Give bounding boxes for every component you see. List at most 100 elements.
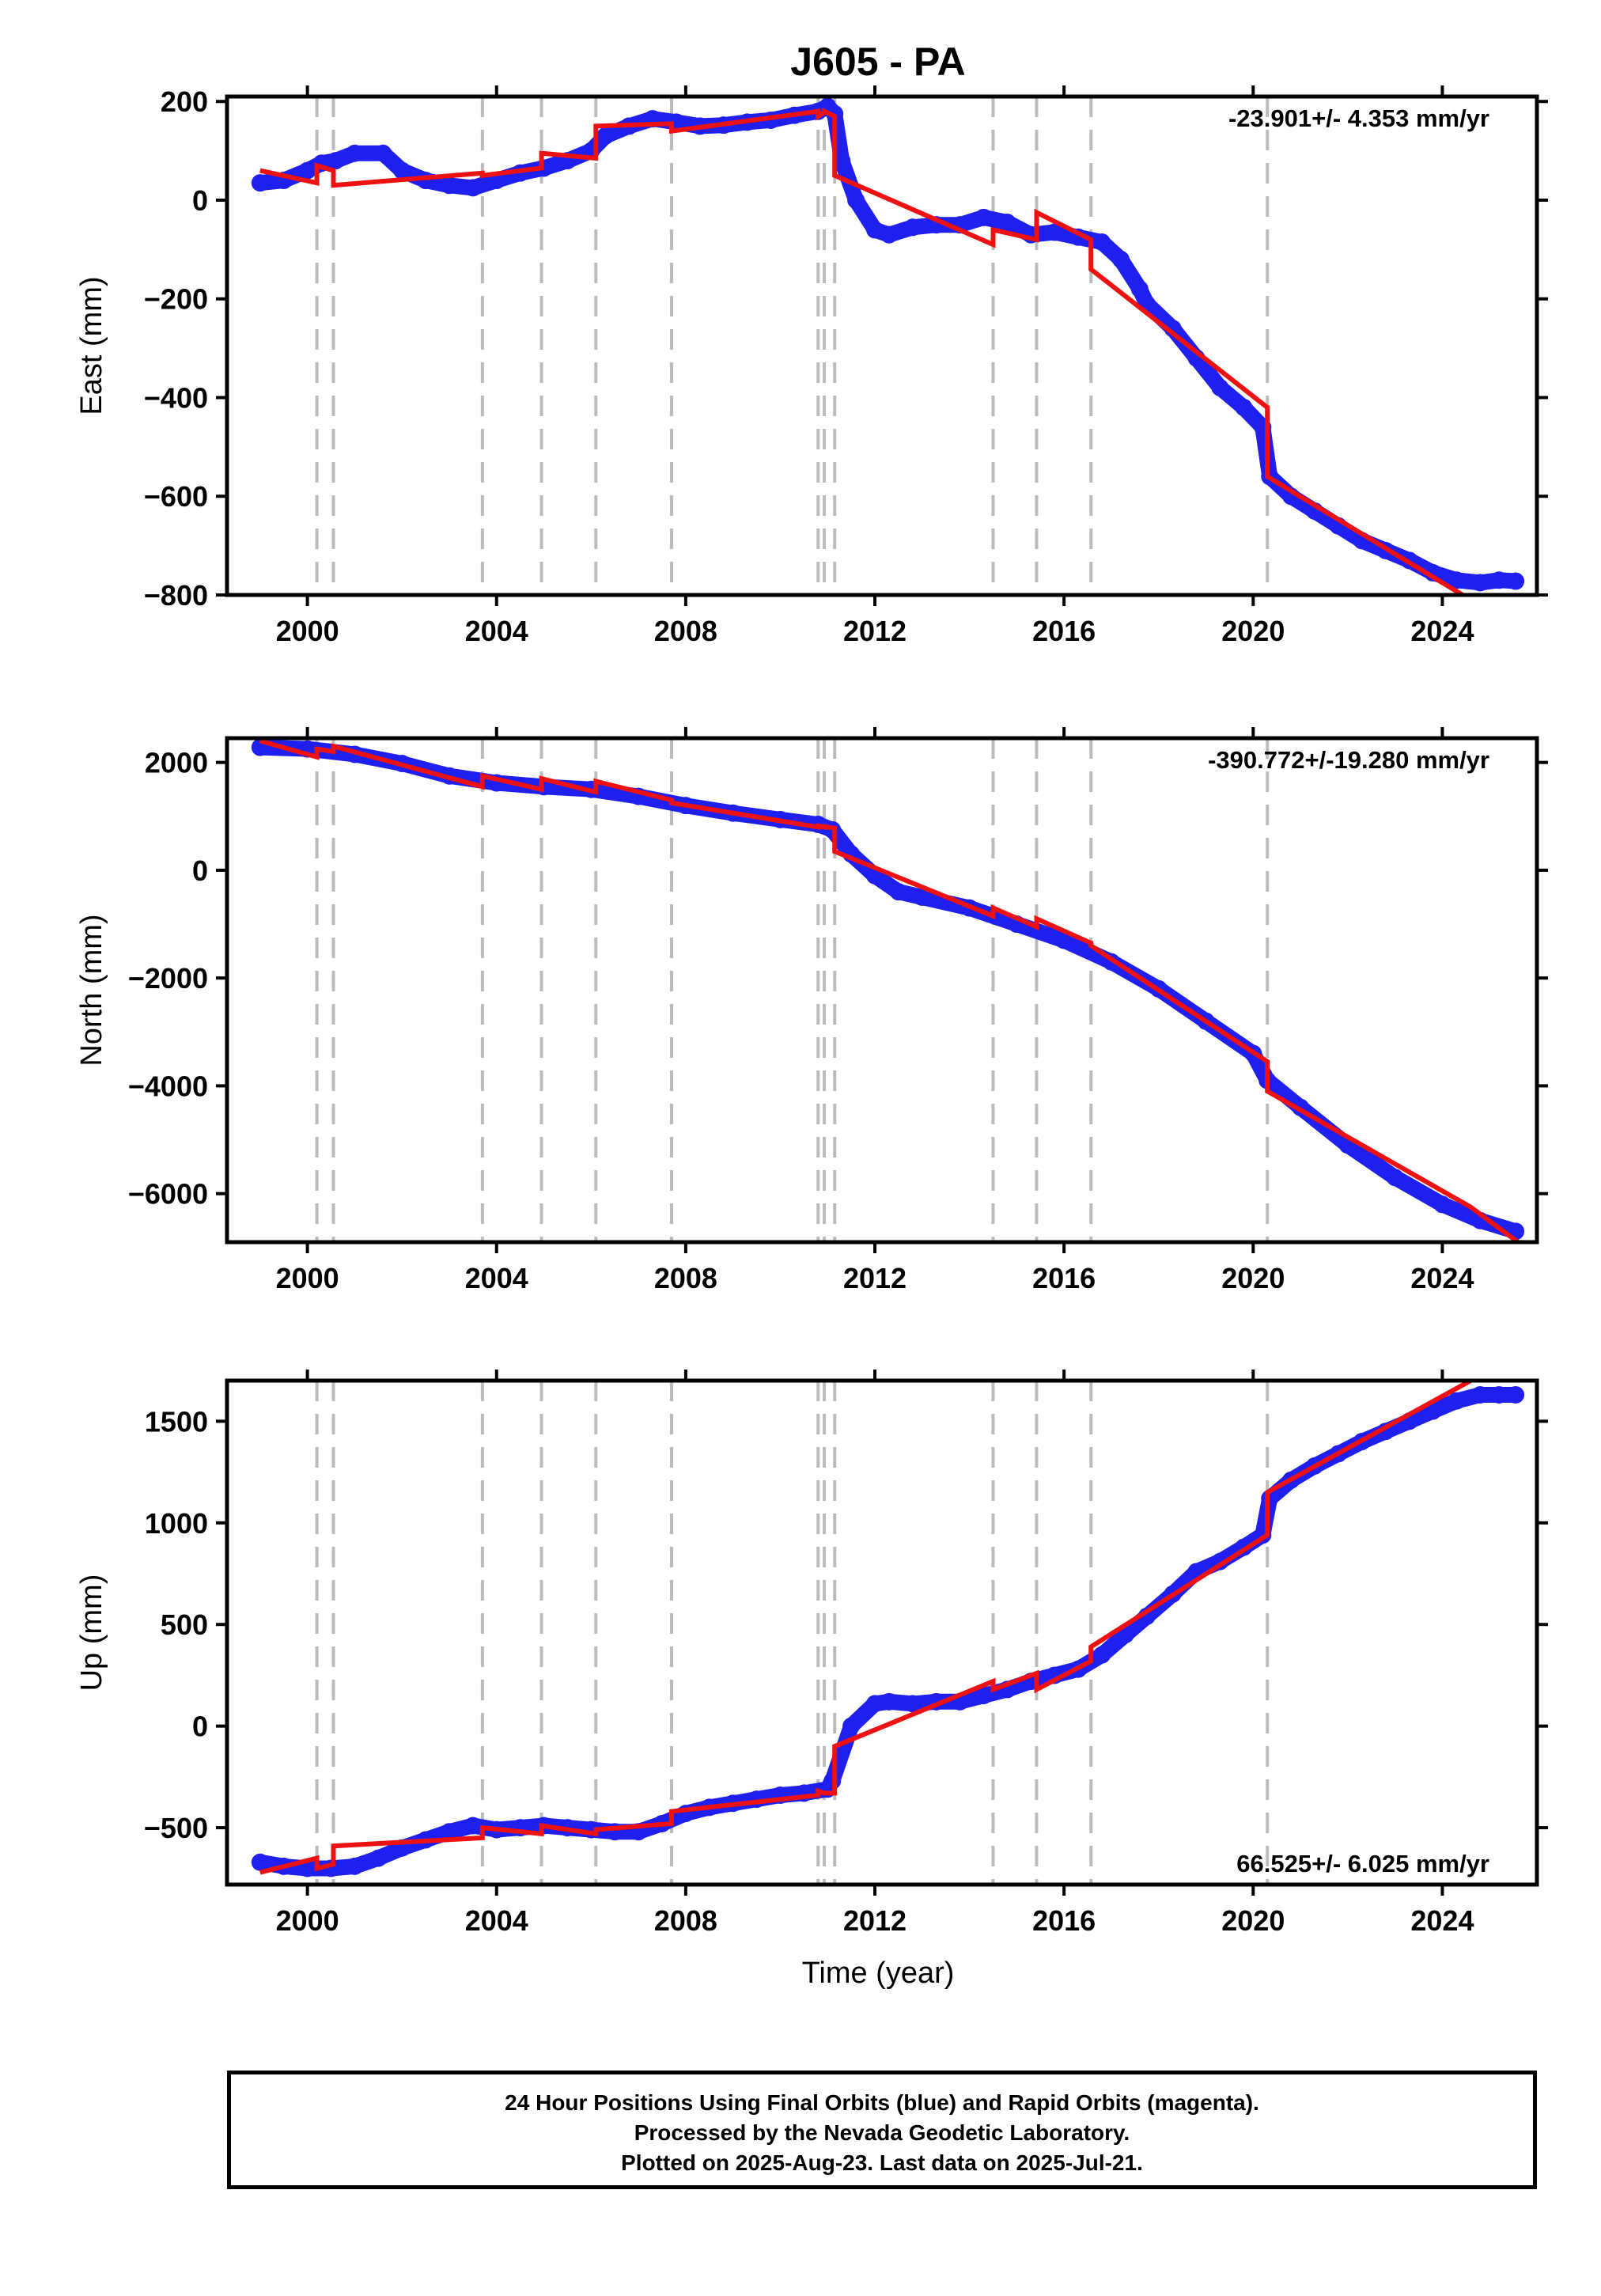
observed-point [833,152,851,170]
model-series-line [259,107,1467,595]
observed-point [1130,280,1149,298]
observed-point [1211,379,1229,397]
observed-point [880,1692,898,1711]
rate-label: 66.525+/- 6.025 mm/yr [1236,1850,1489,1877]
panel-frame [225,1378,1539,1887]
x-tick-label: 2020 [1221,1262,1285,1294]
event-lines [315,97,1270,595]
observed-point [1490,1385,1508,1404]
panel-frame [225,736,1539,1245]
observed-point [1092,233,1111,252]
observed-point [346,144,364,162]
x-tick-label: 2012 [843,1904,906,1937]
observed-point [847,191,865,209]
x-tick-label: 2004 [465,1262,528,1294]
observed-point [998,214,1016,232]
observed-series-line [252,739,1524,1240]
footer-line-3: Plotted on 2025-Aug-23. Last data on 202… [621,2150,1143,2175]
chart-title: J605 - PA [790,40,965,84]
x-tick-label: 2020 [1221,615,1285,647]
y-tick-label: −500 [144,1812,208,1844]
observed-point [1386,1169,1404,1187]
y-tick-label: −400 [144,381,208,414]
observed-point [842,1717,861,1735]
rate-label: -23.901+/- 4.353 mm/yr [1228,104,1489,132]
y-tick-label: −6000 [128,1178,208,1211]
observed-point [369,1849,388,1867]
event-lines [315,1381,1270,1885]
panel-up: 2000 2004 2008 2012 2016 2020 2024 1500 1000 500 0… [75,1370,1548,1937]
y-tick-label: 500 [161,1608,208,1641]
model-series-line [259,1381,1472,1875]
model-series-line [259,738,1520,1242]
observed-point [1424,1402,1442,1420]
y-tick-label: −2000 [128,962,208,995]
observed-point [374,144,392,162]
observed-point [393,161,411,180]
x-tick-label: 2008 [654,615,717,647]
observed-point [440,176,458,195]
x-tick-label: 2020 [1221,1904,1285,1937]
series-group [251,1381,1525,1877]
x-tick-label: 2000 [276,1904,339,1937]
x-tick-label: 2012 [843,1262,906,1294]
observed-point [1111,250,1130,268]
y-tick-label: 0 [192,854,208,887]
x-tick-label: 2004 [465,615,528,647]
observed-point [596,127,615,145]
panel-east: 2000 2004 2008 2012 2016 2020 20242000−200−400… [75,85,1548,647]
observed-point [1433,1195,1451,1214]
x-tick-label: 2012 [843,615,906,647]
x-tick-label: 2016 [1032,1262,1096,1294]
observed-point [1507,572,1525,590]
observed-point [1490,571,1508,589]
footer-line-1: 24 Hour Positions Using Final Orbits (bl… [505,2090,1259,2115]
x-tick-label: 2024 [1410,615,1474,647]
rate-label: -390.772+/-19.280 mm/yr [1208,746,1489,774]
y-tick-label: −600 [144,480,208,513]
observed-point [464,1817,482,1835]
series-group [251,97,1525,595]
x-tick-label: 2016 [1032,615,1096,647]
y-tick-label: −4000 [128,1070,208,1102]
y-axis-label: East (mm) [75,276,108,415]
y-axis-label: North (mm) [75,914,108,1066]
x-tick-label: 2004 [465,1904,528,1937]
panels: 2000 2004 2008 2012 2016 2020 2024 2000 −200 −400… [75,85,1548,1937]
observed-point [1471,1385,1489,1404]
observed-point [440,1823,458,1841]
y-tick-label: 0 [192,184,208,217]
y-tick-label: 1000 [145,1507,208,1540]
x-tick-label: 2016 [1032,1904,1096,1937]
panel-north: 2000 2004 2008 2012 2016 2020 2024 2000 0 −2000 −4… [75,727,1548,1294]
y-tick-label: 2000 [145,747,208,779]
observed-point [251,174,269,192]
y-tick-label: 1500 [145,1405,208,1438]
observed-point [903,1695,922,1713]
observed-point [866,221,884,239]
observed-series-line [252,1387,1524,1877]
observed-point [1471,574,1489,592]
observed-point [1235,398,1253,416]
observed-point [880,225,898,244]
series-group [251,738,1525,1242]
observed-point [1507,1385,1525,1404]
y-tick-label: 0 [192,1711,208,1743]
panel-frame [225,94,1539,597]
x-tick-label: 2000 [276,1262,339,1294]
observed-point [1448,571,1466,589]
observed-point [903,218,922,237]
x-tick-label: 2008 [654,1262,717,1294]
x-tick-label: 2024 [1410,1904,1474,1937]
x-tick-label: 2008 [654,1904,717,1937]
event-lines [315,738,1270,1242]
observed-point [913,888,931,906]
y-axis-label: Up (mm) [75,1574,108,1692]
x-tick-label: 2024 [1410,1262,1474,1294]
observed-point [464,179,482,197]
y-tick-label: −200 [144,283,208,316]
observed-point [889,883,907,901]
observed-point [1055,931,1073,949]
observed-point [1046,223,1064,241]
x-tick-label: 2000 [276,615,339,647]
